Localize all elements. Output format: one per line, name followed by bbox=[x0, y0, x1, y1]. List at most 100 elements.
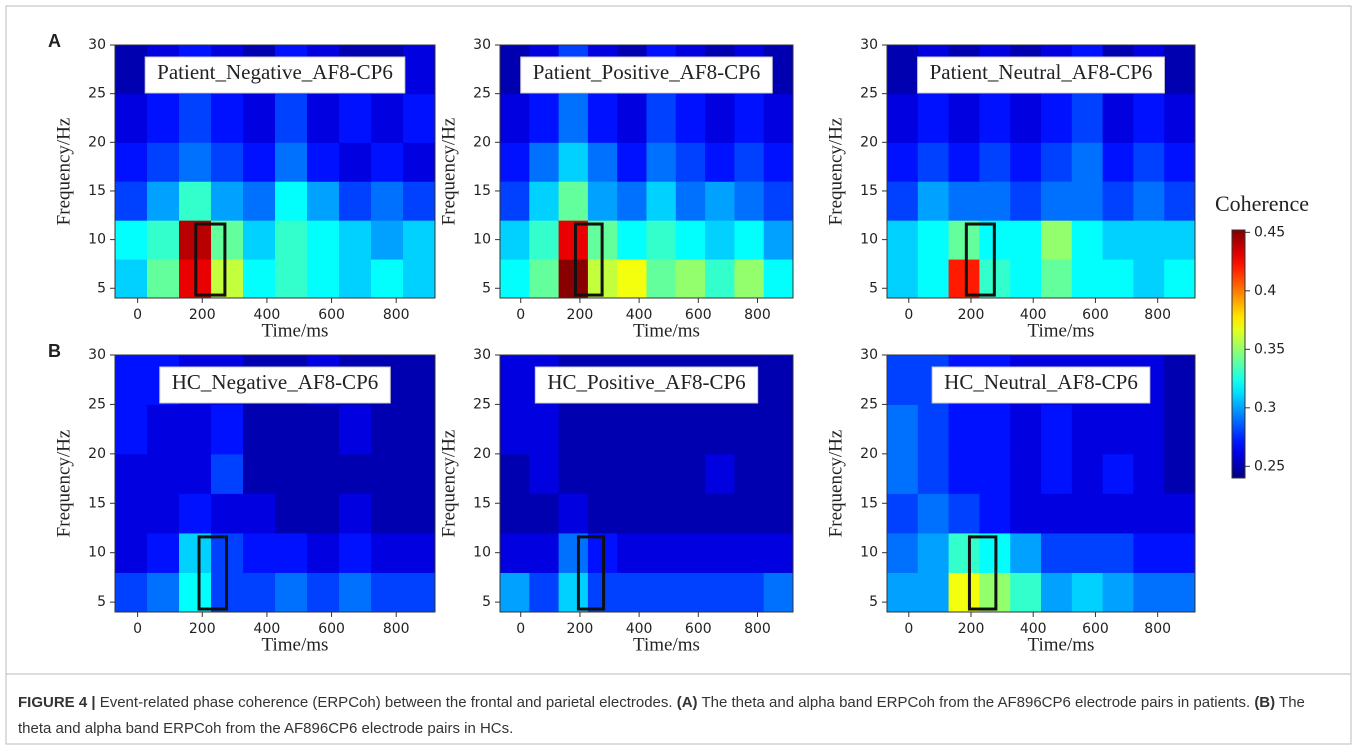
heat-cell bbox=[275, 142, 308, 182]
heat-cell bbox=[339, 142, 372, 182]
heat-cell bbox=[243, 532, 276, 573]
y-axis-label: Frequency/Hz bbox=[825, 430, 846, 538]
heat-cell bbox=[763, 493, 794, 534]
heat-cell bbox=[403, 181, 436, 221]
heat-cell bbox=[403, 45, 436, 95]
heat-cell bbox=[1102, 404, 1134, 455]
heat-cell bbox=[307, 404, 340, 455]
y-axis-label: Frequency/Hz bbox=[438, 430, 459, 538]
heat-cell bbox=[887, 45, 919, 95]
x-axis-label: Time/ms bbox=[633, 634, 700, 655]
y-tick-label: 25 bbox=[88, 396, 106, 412]
heat-cell bbox=[705, 493, 735, 534]
heat-cell bbox=[1041, 181, 1073, 221]
x-tick-label: 600 bbox=[685, 621, 712, 637]
heat-cell bbox=[179, 93, 212, 143]
heat-cell bbox=[763, 532, 794, 573]
heat-cell bbox=[646, 572, 677, 613]
heat-cell bbox=[1133, 404, 1165, 455]
title-box bbox=[520, 56, 773, 94]
heat-cell bbox=[887, 572, 919, 613]
y-tick-label: 20 bbox=[88, 134, 106, 150]
y-tick-label: 30 bbox=[88, 347, 106, 363]
heat-cell bbox=[948, 142, 980, 182]
heat-cell bbox=[948, 220, 980, 260]
plot-frame bbox=[886, 44, 1196, 299]
title-box bbox=[931, 366, 1151, 404]
x-axis-label: Time/ms bbox=[1028, 320, 1095, 341]
y-tick-label: 15 bbox=[88, 495, 106, 511]
x-tick-label: 600 bbox=[318, 621, 345, 637]
heat-cell bbox=[917, 259, 950, 299]
title-box bbox=[917, 56, 1165, 94]
y-tick-label: 15 bbox=[88, 183, 106, 199]
heat-cell bbox=[558, 220, 589, 260]
heat-cell bbox=[147, 93, 180, 143]
heat-cell bbox=[1164, 572, 1196, 613]
heat-cell bbox=[763, 259, 794, 299]
heat-cell bbox=[211, 404, 244, 455]
heat-cell bbox=[705, 220, 735, 260]
heat-cell bbox=[1041, 453, 1073, 494]
heat-cell bbox=[211, 93, 244, 143]
x-tick-label: 600 bbox=[1082, 307, 1109, 323]
heat-cell bbox=[500, 453, 530, 494]
heat-cell bbox=[115, 404, 148, 455]
heat-cell bbox=[371, 493, 404, 534]
heat-cell bbox=[403, 404, 436, 455]
y-tick-label: 5 bbox=[97, 594, 106, 610]
heat-cell bbox=[529, 453, 560, 494]
heat-cell bbox=[179, 453, 212, 494]
heat-cell bbox=[307, 532, 340, 573]
heat-cell bbox=[675, 453, 706, 494]
y-tick-label: 10 bbox=[473, 545, 491, 561]
heat-cell bbox=[339, 453, 372, 494]
highlight-box bbox=[194, 222, 227, 297]
y-tick-label: 15 bbox=[860, 183, 878, 199]
heat-cell bbox=[558, 259, 589, 299]
heat-cell bbox=[587, 404, 618, 455]
heat-cell bbox=[887, 259, 919, 299]
heat-cell bbox=[917, 404, 950, 455]
heat-cell bbox=[529, 404, 560, 455]
heat-cell bbox=[307, 572, 340, 613]
y-tick-label: 25 bbox=[860, 86, 878, 102]
heat-cell bbox=[371, 220, 404, 260]
heat-cell bbox=[1102, 181, 1134, 221]
y-tick-label: 5 bbox=[482, 594, 491, 610]
heat-cell bbox=[529, 220, 560, 260]
heat-cell bbox=[675, 181, 706, 221]
heat-cell bbox=[705, 532, 735, 573]
heat-cell bbox=[500, 355, 530, 405]
heat-cell bbox=[1133, 220, 1165, 260]
heat-cell bbox=[675, 93, 706, 143]
heat-cell bbox=[1164, 181, 1196, 221]
heat-cell bbox=[617, 404, 647, 455]
heat-cell bbox=[917, 532, 950, 573]
heat-cell bbox=[617, 493, 647, 534]
x-tick-label: 400 bbox=[1020, 621, 1047, 637]
x-tick-label: 600 bbox=[1082, 621, 1109, 637]
heat-cell bbox=[558, 93, 589, 143]
heat-cell bbox=[979, 181, 1011, 221]
heat-cell bbox=[115, 45, 148, 95]
y-tick-label: 15 bbox=[860, 495, 878, 511]
heat-cell bbox=[675, 532, 706, 573]
heat-cell bbox=[617, 453, 647, 494]
heat-cell bbox=[1041, 259, 1073, 299]
heat-cell bbox=[1102, 220, 1134, 260]
heat-cell bbox=[646, 404, 677, 455]
heat-cell bbox=[887, 493, 919, 534]
heat-cell bbox=[243, 220, 276, 260]
heat-cell bbox=[587, 142, 618, 182]
y-tick-label: 30 bbox=[860, 37, 878, 53]
heat-cell bbox=[147, 404, 180, 455]
heat-cell bbox=[1041, 404, 1073, 455]
heat-cell bbox=[529, 181, 560, 221]
heat-cell bbox=[646, 220, 677, 260]
heat-cell bbox=[763, 453, 794, 494]
heat-cell bbox=[115, 532, 148, 573]
heat-cell bbox=[371, 532, 404, 573]
heat-cell bbox=[1133, 493, 1165, 534]
heat-cell bbox=[371, 572, 404, 613]
